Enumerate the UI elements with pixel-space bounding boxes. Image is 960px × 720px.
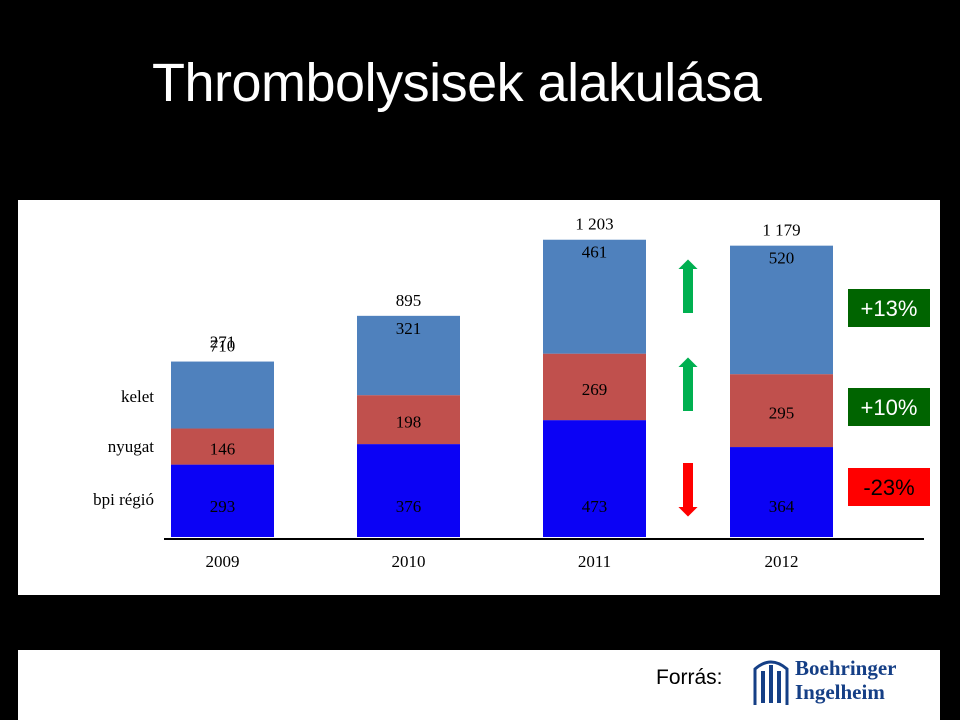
series-name-label: kelet	[121, 387, 154, 406]
total-label: 895	[396, 291, 422, 310]
change-badge-label: -23%	[863, 475, 914, 500]
bar-segment-kelet-2009	[171, 361, 274, 429]
bar-segment-bpi-régió-2009	[171, 464, 274, 537]
category-label: 2012	[765, 552, 799, 571]
data-label: 321	[396, 319, 422, 338]
logo-line-1: Boehringer	[795, 656, 897, 680]
data-label: 271	[210, 333, 236, 352]
bar-segment-bpi-régió-2012	[730, 447, 833, 537]
arrow-down-icon	[673, 461, 703, 520]
change-badge	[848, 388, 930, 426]
change-badge	[848, 468, 930, 506]
data-label: 461	[582, 243, 608, 262]
bar-segment-nyugat-2010	[357, 395, 460, 445]
total-label: 710	[210, 337, 236, 356]
bar-segment-nyugat-2012	[730, 374, 833, 448]
logo-emblem-icon	[753, 660, 789, 705]
bar-segment-bpi-régió-2010	[357, 444, 460, 537]
data-label: 146	[210, 440, 236, 459]
data-label: 269	[582, 380, 608, 399]
arrow-up-icon	[673, 354, 703, 413]
bar-segment-nyugat-2011	[543, 353, 646, 421]
data-label: 295	[769, 404, 795, 423]
bar-segment-bpi-régió-2011	[543, 420, 646, 537]
bar-segment-kelet-2010	[357, 315, 460, 396]
change-badge	[848, 289, 930, 327]
change-badge-label: +10%	[861, 395, 918, 420]
bar-segment-kelet-2011	[543, 239, 646, 354]
data-label: 198	[396, 413, 422, 432]
series-name-label: bpi régió	[93, 490, 154, 509]
logo-line-2: Ingelheim	[795, 680, 885, 704]
category-label: 2011	[578, 552, 611, 571]
source-area: Forrás: Boehringer Ingelheim	[18, 650, 940, 720]
category-label: 2009	[206, 552, 240, 571]
total-label: 1 179	[762, 221, 800, 240]
slide-title: Thrombolysisek alakulása	[152, 53, 762, 113]
data-label: 293	[210, 497, 236, 516]
bar-segment-nyugat-2009	[171, 428, 274, 465]
data-label: 376	[396, 497, 422, 516]
change-badge-label: +13%	[861, 296, 918, 321]
source-label: Forrás:	[656, 666, 723, 689]
data-label: 520	[769, 249, 795, 268]
bar-segment-kelet-2012	[730, 245, 833, 375]
series-name-label: nyugat	[108, 437, 155, 456]
data-label: 364	[769, 497, 795, 516]
total-label: 1 203	[575, 215, 613, 234]
arrow-up-icon	[673, 256, 703, 315]
data-label: 473	[582, 497, 608, 516]
category-label: 2010	[392, 552, 426, 571]
boehringer-ingelheim-logo: Boehringer Ingelheim	[751, 655, 896, 707]
